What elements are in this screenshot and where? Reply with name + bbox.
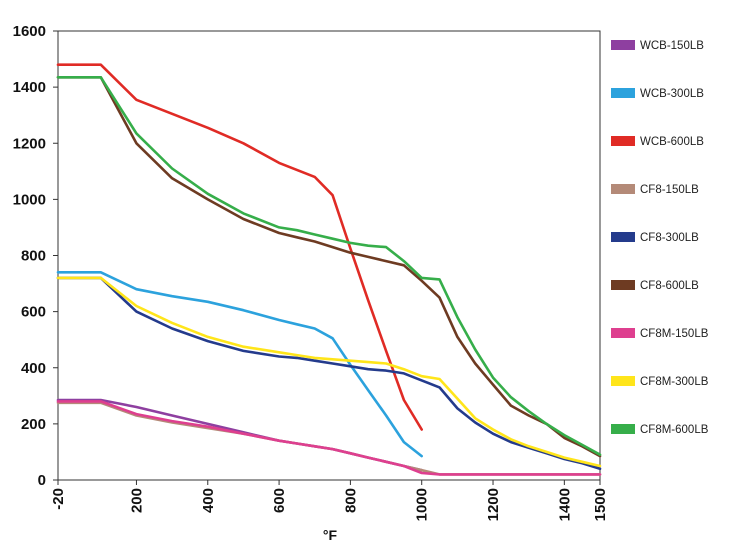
legend-swatch — [611, 184, 635, 194]
series-line-cf8-600lb — [56, 76, 602, 458]
x-tick-label: -20 — [50, 488, 67, 510]
legend: WCB-150LB WCB-300LB WCB-600LB CF8-150LB CF8-… — [611, 40, 709, 436]
y-tick-label: 600 — [21, 304, 46, 321]
series-line-cf8m-300lb — [56, 276, 602, 468]
legend-swatch — [611, 376, 635, 386]
series-line-wcb-600lb — [56, 63, 423, 431]
x-tick-label: 1400 — [556, 488, 573, 521]
y-tick-label: 800 — [21, 248, 46, 265]
x-tick-label: 1000 — [414, 488, 431, 521]
legend-swatch — [611, 88, 635, 98]
legend-label: CF8-300LB — [640, 232, 699, 244]
series-line-wcb-300lb — [56, 271, 423, 458]
series-line-cf8-300lb — [56, 276, 602, 471]
x-tick-label: 800 — [342, 488, 359, 513]
legend-label: CF8M-150LB — [640, 328, 709, 340]
legend-label: CF8M-300LB — [640, 376, 709, 388]
y-tick-label: 400 — [21, 360, 46, 377]
y-tick-label: 1400 — [13, 79, 46, 96]
legend-label: CF8-150LB — [640, 184, 699, 196]
x-tick-label: 1200 — [485, 488, 502, 521]
legend-swatch — [611, 280, 635, 290]
y-tick-label: 0 — [38, 472, 46, 489]
series-line-cf8m-600lb — [56, 76, 602, 456]
x-tick-label: 600 — [271, 488, 288, 513]
x-tick-label: 200 — [128, 488, 145, 513]
legend-label: CF8M-600LB — [640, 424, 709, 436]
x-axis-title: °F — [323, 527, 338, 543]
x-axis-ticks: -20 200 400 600 800 1000 1200 1400 1500 — [50, 480, 609, 521]
plot-frame — [57, 30, 601, 481]
series-line-cf8m-150lb — [56, 400, 602, 476]
legend-swatch — [611, 424, 635, 434]
legend-label: CF8-600LB — [640, 280, 699, 292]
plot-area — [57, 30, 601, 481]
y-axis-ticks: 0 200 400 600 800 1000 1200 1400 1600 — [13, 23, 58, 489]
x-tick-label: 1500 — [592, 488, 609, 521]
legend-swatch — [611, 40, 635, 50]
x-tick-label: 400 — [200, 488, 217, 513]
y-tick-label: 1600 — [13, 23, 46, 40]
legend-label: WCB-600LB — [640, 136, 704, 148]
y-tick-label: 200 — [21, 416, 46, 433]
y-tick-label: 1000 — [13, 191, 46, 208]
legend-swatch — [611, 232, 635, 242]
legend-label: WCB-300LB — [640, 88, 704, 100]
y-tick-label: 1200 — [13, 135, 46, 152]
legend-swatch — [611, 136, 635, 146]
series-layer — [56, 63, 602, 476]
legend-label: WCB-150LB — [640, 40, 704, 52]
legend-swatch — [611, 328, 635, 338]
